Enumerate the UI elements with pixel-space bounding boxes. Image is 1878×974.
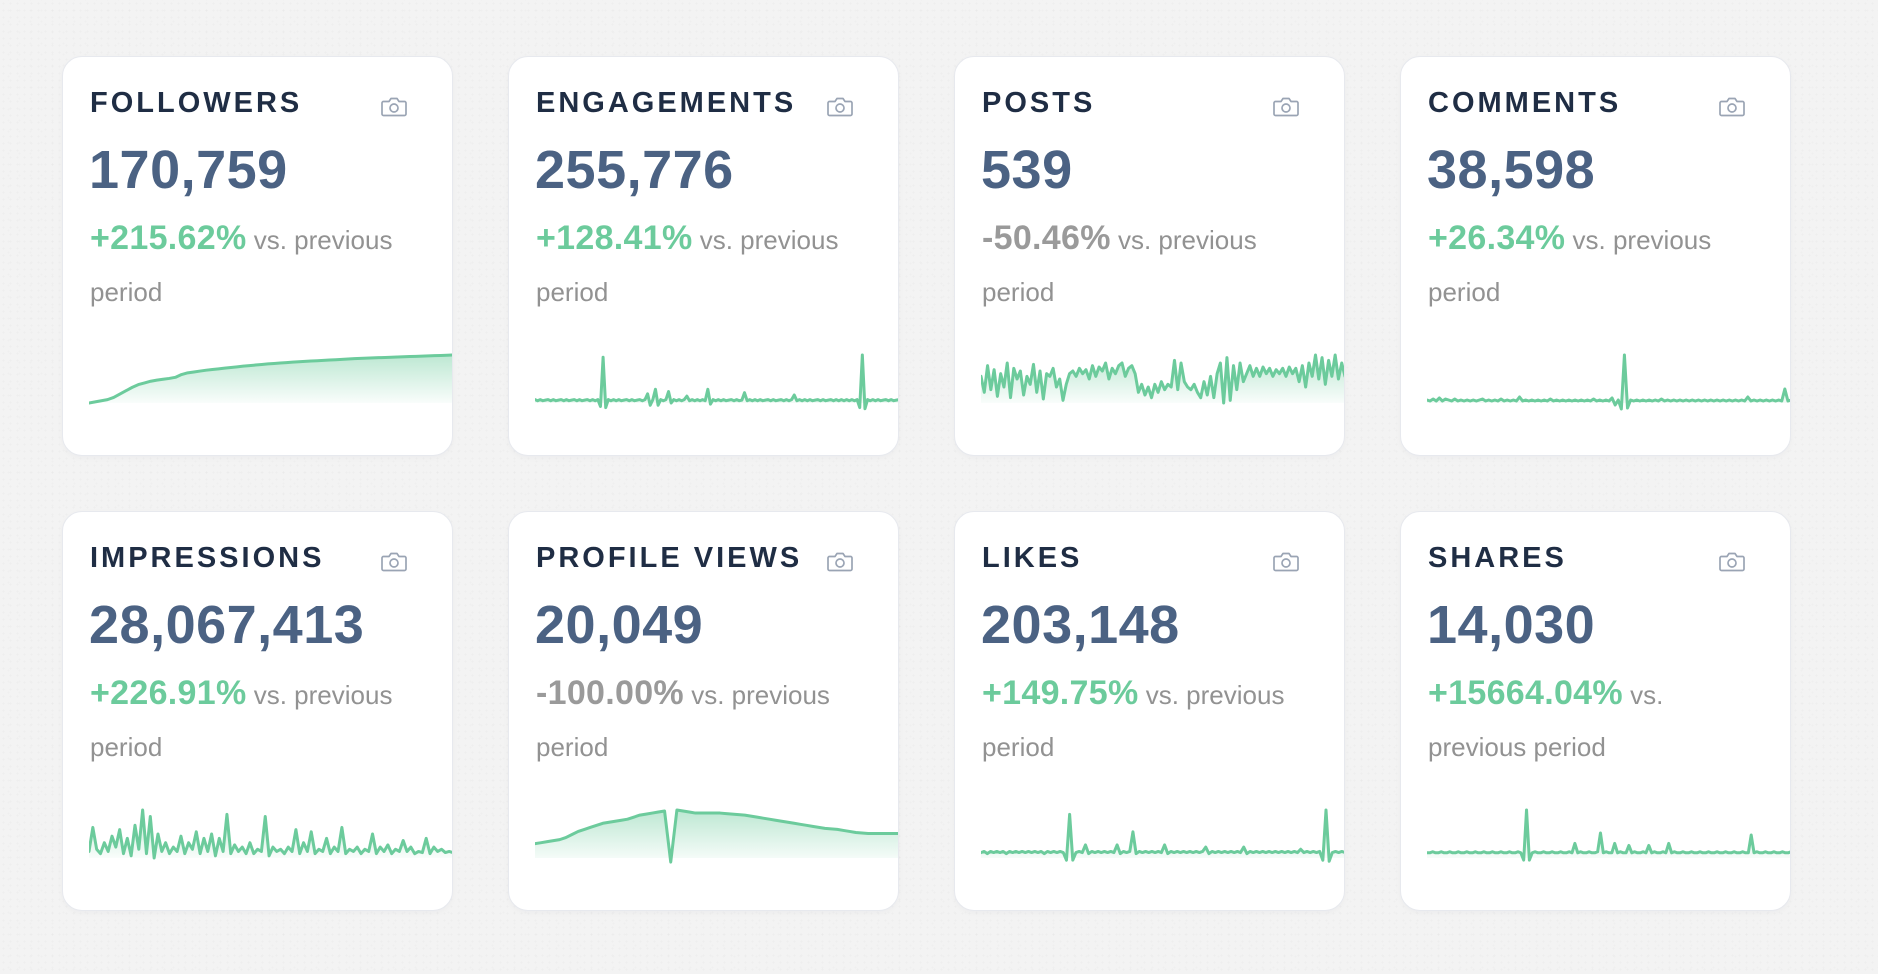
- sparkline-area: [89, 355, 452, 403]
- sparkline-line: [981, 810, 1345, 861]
- camera-icon[interactable]: [380, 95, 408, 119]
- metric-change: +226.91% vs. previous period: [90, 667, 430, 773]
- comparison-label: vs. previous period: [982, 225, 1257, 307]
- metric-title: COMMENTS: [1428, 87, 1622, 119]
- metric-value: 170,759: [89, 140, 288, 200]
- metric-title: FOLLOWERS: [90, 87, 303, 119]
- change-percent: +149.75%: [982, 674, 1139, 712]
- metric-card-profile-views: PROFILE VIEWS 20,049 -100.00% vs. previo…: [508, 511, 899, 911]
- change-percent: +226.91%: [90, 674, 247, 712]
- change-percent: +215.62%: [90, 219, 247, 257]
- metric-card-impressions: IMPRESSIONS 28,067,413 +226.91% vs. prev…: [62, 511, 453, 911]
- change-percent: -50.46%: [982, 219, 1111, 257]
- metric-value: 255,776: [535, 140, 734, 200]
- metric-change: +128.41% vs. previous period: [536, 212, 876, 318]
- comparison-label: vs. previous period: [982, 680, 1285, 762]
- change-percent: +128.41%: [536, 219, 693, 257]
- camera-icon[interactable]: [1718, 95, 1746, 119]
- sparkline-line: [1427, 355, 1791, 409]
- comparison-label: vs. previous period: [536, 680, 830, 762]
- sparkline-chart: [535, 347, 899, 427]
- sparkline-chart: [535, 802, 899, 882]
- change-percent: -100.00%: [536, 674, 684, 712]
- sparkline-line: [981, 355, 1345, 403]
- metric-value: 14,030: [1427, 595, 1596, 655]
- metric-change: +215.62% vs. previous period: [90, 212, 430, 318]
- metric-card-shares: SHARES 14,030 +15664.04% vs. previous pe…: [1400, 511, 1791, 911]
- sparkline-chart: [1427, 347, 1791, 427]
- metric-value: 38,598: [1427, 140, 1596, 200]
- comparison-label: vs. previous period: [536, 225, 839, 307]
- metric-title: IMPRESSIONS: [90, 542, 325, 574]
- camera-icon[interactable]: [1272, 550, 1300, 574]
- metric-card-followers: FOLLOWERS 170,759 +215.62% vs. previous …: [62, 56, 453, 456]
- metrics-grid: FOLLOWERS 170,759 +215.62% vs. previous …: [62, 56, 1791, 911]
- sparkline-chart: [89, 347, 453, 427]
- change-percent: +15664.04%: [1428, 674, 1623, 712]
- sparkline-line: [1427, 810, 1791, 860]
- metric-value: 20,049: [535, 595, 704, 655]
- metric-title: PROFILE VIEWS: [536, 542, 803, 574]
- sparkline-line: [535, 810, 899, 862]
- change-percent: +26.34%: [1428, 219, 1566, 257]
- metric-card-posts: POSTS 539 -50.46% vs. previous period: [954, 56, 1345, 456]
- sparkline-chart: [89, 802, 453, 882]
- metric-card-likes: LIKES 203,148 +149.75% vs. previous peri…: [954, 511, 1345, 911]
- sparkline-area: [535, 810, 898, 863]
- camera-icon[interactable]: [380, 550, 408, 574]
- camera-icon[interactable]: [1272, 95, 1300, 119]
- sparkline-chart: [981, 347, 1345, 427]
- metric-value: 203,148: [981, 595, 1180, 655]
- sparkline-line: [89, 810, 453, 858]
- metric-title: ENGAGEMENTS: [536, 87, 797, 119]
- sparkline-line: [89, 355, 453, 403]
- metric-value: 28,067,413: [89, 595, 365, 655]
- camera-icon[interactable]: [826, 550, 854, 574]
- sparkline-chart: [1427, 802, 1791, 882]
- camera-icon[interactable]: [1718, 550, 1746, 574]
- sparkline-chart: [981, 802, 1345, 882]
- camera-icon[interactable]: [826, 95, 854, 119]
- metric-change: -100.00% vs. previous period: [536, 667, 876, 773]
- metric-title: POSTS: [982, 87, 1096, 119]
- metric-title: LIKES: [982, 542, 1083, 574]
- metric-card-comments: COMMENTS 38,598 +26.34% vs. previous per…: [1400, 56, 1791, 456]
- metric-change: +26.34% vs. previous period: [1428, 212, 1768, 318]
- metric-card-engagements: ENGAGEMENTS 255,776 +128.41% vs. previou…: [508, 56, 899, 456]
- comparison-label: vs. previous period: [90, 225, 393, 307]
- metric-value: 539: [981, 140, 1073, 200]
- metric-change: -50.46% vs. previous period: [982, 212, 1322, 318]
- metric-change: +149.75% vs. previous period: [982, 667, 1322, 773]
- comparison-label: vs. previous period: [1428, 680, 1664, 762]
- comparison-label: vs. previous period: [90, 680, 393, 762]
- sparkline-area: [1427, 810, 1790, 861]
- metric-title: SHARES: [1428, 542, 1567, 574]
- sparkline-area: [981, 355, 1344, 403]
- metric-change: +15664.04% vs. previous period: [1428, 667, 1768, 773]
- sparkline-line: [535, 355, 899, 409]
- comparison-label: vs. previous period: [1428, 225, 1712, 307]
